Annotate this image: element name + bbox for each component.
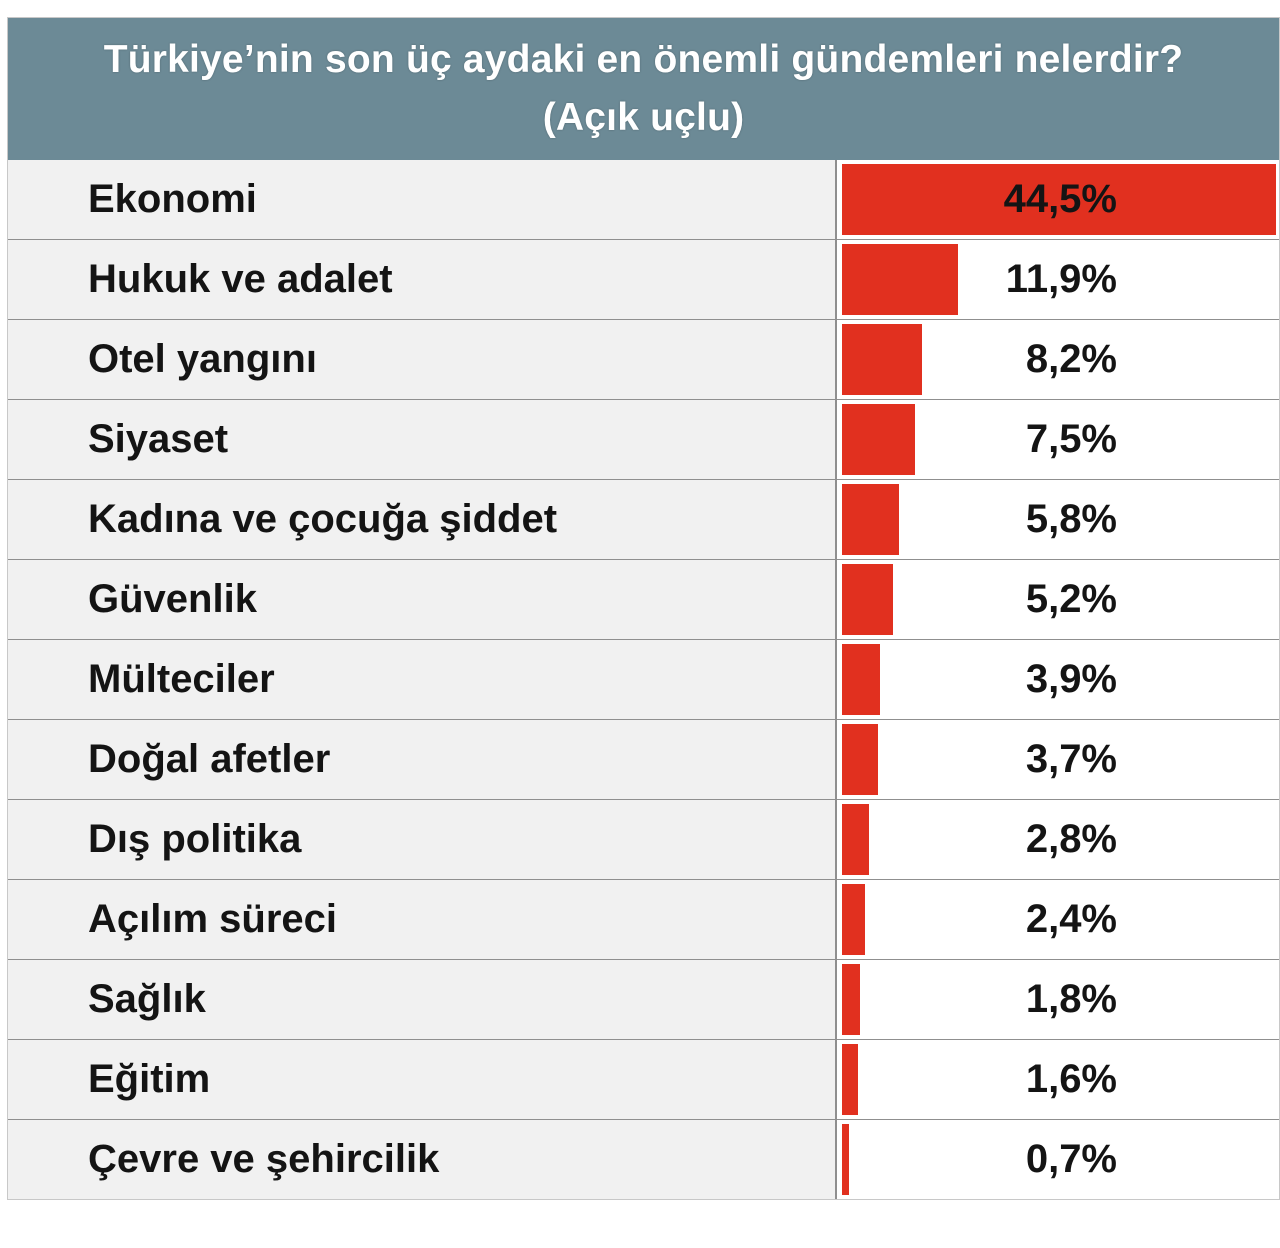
value-label: 7,5% (1025, 417, 1117, 461)
table-row: Çevre ve şehircilik 0,7% (8, 1119, 1279, 1199)
table-row: Dış politika 2,8% (8, 799, 1279, 879)
bar (842, 564, 893, 635)
category-label: Kadına ve çocuğa şiddet (8, 480, 837, 559)
category-label: Açılım süreci (8, 880, 837, 959)
category-label: Hukuk ve adalet (8, 240, 837, 319)
value-label: 3,7% (1025, 737, 1117, 781)
value-label: 2,4% (1025, 897, 1117, 941)
category-label: Ekonomi (8, 160, 837, 239)
table-row: Hukuk ve adalet 11,9% (8, 239, 1279, 319)
bar-cell: 0,7% (837, 1120, 1279, 1199)
bar (842, 164, 1276, 235)
bar (842, 324, 922, 395)
bar-cell: 2,8% (837, 800, 1279, 879)
category-label: Dış politika (8, 800, 837, 879)
bar-cell: 3,7% (837, 720, 1279, 799)
bar (842, 1124, 849, 1195)
bar-cell: 44,5% (837, 160, 1279, 239)
bar (842, 644, 881, 715)
value-label: 8,2% (1025, 337, 1117, 381)
bar (842, 884, 866, 955)
table-row: Siyaset 7,5% (8, 399, 1279, 479)
table-row: Güvenlik 5,2% (8, 559, 1279, 639)
category-label: Çevre ve şehircilik (8, 1120, 837, 1199)
bar-cell: 2,4% (837, 880, 1279, 959)
bar-cell: 8,2% (837, 320, 1279, 399)
chart-title: Türkiye’nin son üç aydaki en önemli günd… (103, 38, 1184, 81)
category-label: Mülteciler (8, 640, 837, 719)
bar-cell: 3,9% (837, 640, 1279, 719)
value-label: 1,8% (1025, 977, 1117, 1021)
value-label: 0,7% (1025, 1137, 1117, 1181)
table-row: Otel yangını 8,2% (8, 319, 1279, 399)
value-label: 5,2% (1025, 577, 1117, 621)
table-row: Kadına ve çocuğa şiddet 5,8% (8, 479, 1279, 559)
value-label: 1,6% (1025, 1057, 1117, 1101)
chart-rows: Ekonomi 44,5% Hukuk ve adalet 11,9% Otel yan… (8, 160, 1279, 1199)
value-label: 11,9% (1005, 257, 1117, 301)
category-label: Sağlık (8, 960, 837, 1039)
category-label: Siyaset (8, 400, 837, 479)
chart: Türkiye’nin son üç aydaki en önemli günd… (7, 17, 1280, 1200)
table-row: Mülteciler 3,9% (8, 639, 1279, 719)
bar-cell: 5,8% (837, 480, 1279, 559)
bar-cell: 11,9% (837, 240, 1279, 319)
value-label: 3,9% (1025, 657, 1117, 701)
bar (842, 964, 860, 1035)
category-label: Otel yangını (8, 320, 837, 399)
table-row: Açılım süreci 2,4% (8, 879, 1279, 959)
table-row: Sağlık 1,8% (8, 959, 1279, 1039)
bar-cell: 1,6% (837, 1040, 1279, 1119)
bar (842, 244, 959, 315)
bar-cell: 7,5% (837, 400, 1279, 479)
category-label: Güvenlik (8, 560, 837, 639)
bar (842, 1044, 858, 1115)
value-label: 44,5% (1003, 177, 1117, 221)
bar-cell: 1,8% (837, 960, 1279, 1039)
value-label: 2,8% (1025, 817, 1117, 861)
bar (842, 484, 899, 555)
bar-cell: 5,2% (837, 560, 1279, 639)
bar (842, 404, 916, 475)
chart-subtitle: (Açık uçlu) (542, 96, 745, 139)
category-label: Doğal afetler (8, 720, 837, 799)
table-row: Ekonomi 44,5% (8, 160, 1279, 239)
bar (842, 724, 879, 795)
chart-title-bar: Türkiye’nin son üç aydaki en önemli günd… (8, 18, 1279, 160)
value-label: 5,8% (1025, 497, 1117, 541)
table-row: Eğitim 1,6% (8, 1039, 1279, 1119)
table-row: Doğal afetler 3,7% (8, 719, 1279, 799)
category-label: Eğitim (8, 1040, 837, 1119)
bar (842, 804, 870, 875)
